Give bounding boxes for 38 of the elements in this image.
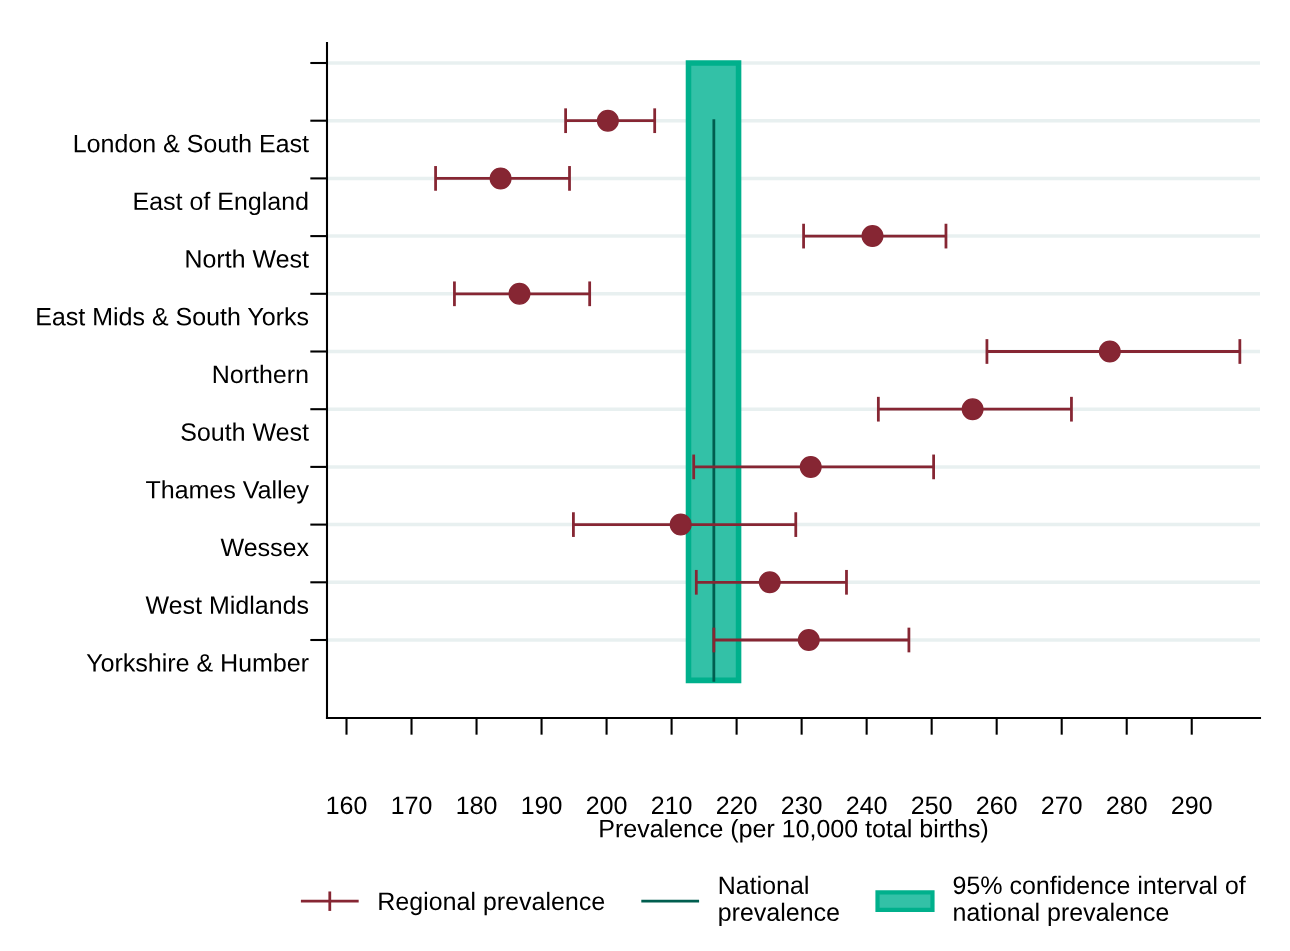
x-tick-label: 230 xyxy=(782,796,822,815)
y-tick-label: Wessex xyxy=(220,538,309,557)
x-tick-label: 200 xyxy=(586,796,627,815)
point xyxy=(799,455,822,478)
point xyxy=(758,571,781,594)
y-tick-label: South West xyxy=(181,422,309,441)
legend-label: National prevalence xyxy=(719,875,839,926)
y-tick-label: London & South East xyxy=(74,134,309,153)
x-tick-label: 250 xyxy=(912,796,952,815)
legend-label: Regional prevalence xyxy=(379,891,605,916)
x-axis-title: Prevalence (per 10,000 total births) xyxy=(600,819,988,843)
point xyxy=(861,225,884,248)
y-tick-label: Thames Valley xyxy=(146,480,309,504)
x-tick-label: 180 xyxy=(457,796,497,815)
x-tick-label: 160 xyxy=(327,796,367,815)
x-tick-label: 190 xyxy=(522,796,562,815)
y-tick-label: Northern xyxy=(213,364,308,384)
y-tick-label: East Mids & South Yorks xyxy=(37,307,309,326)
x-tick-label: 280 xyxy=(1107,796,1147,815)
x-tick-label: 220 xyxy=(717,796,757,815)
x-tick-label: 210 xyxy=(652,796,692,815)
point xyxy=(489,167,512,190)
x-tick-label: 240 xyxy=(847,796,887,815)
legend-label: 95% confidence interval of national prevalence xyxy=(953,875,1246,926)
y-tick-label: West Midlands xyxy=(145,595,309,615)
y-tick-label: East of England xyxy=(134,191,308,216)
x-tick-label: 260 xyxy=(977,796,1017,815)
x-tick-label: 270 xyxy=(1042,796,1082,815)
y-tick-label: Yorkshire & Humber xyxy=(86,653,309,672)
point xyxy=(596,109,619,132)
point xyxy=(1098,340,1121,363)
x-tick-label: 290 xyxy=(1172,796,1212,815)
point xyxy=(797,629,820,651)
point xyxy=(961,398,984,421)
x-tick-label: 170 xyxy=(392,796,432,815)
point xyxy=(508,282,531,305)
y-tick-label: North West xyxy=(186,249,309,268)
point xyxy=(669,513,692,536)
